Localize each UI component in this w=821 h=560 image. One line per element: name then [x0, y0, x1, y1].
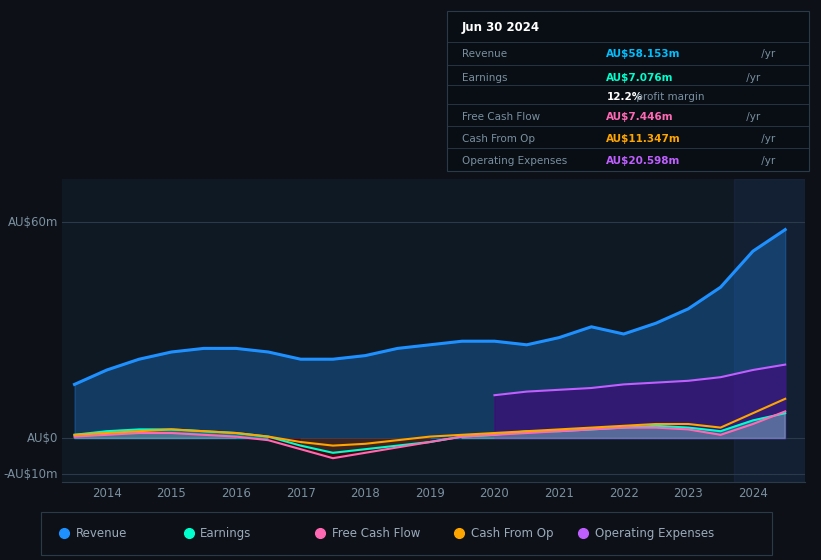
Text: AU$11.347m: AU$11.347m	[607, 134, 681, 144]
Text: AU$20.598m: AU$20.598m	[607, 156, 681, 166]
Text: AU$7.446m: AU$7.446m	[607, 111, 674, 122]
Text: AU$0: AU$0	[26, 432, 57, 445]
Text: /yr: /yr	[758, 134, 775, 144]
Text: /yr: /yr	[758, 49, 775, 59]
Text: profit margin: profit margin	[634, 92, 705, 102]
Text: /yr: /yr	[743, 111, 760, 122]
Text: -AU$10m: -AU$10m	[3, 468, 57, 481]
Text: Revenue: Revenue	[76, 527, 127, 540]
Text: AU$7.076m: AU$7.076m	[607, 73, 674, 83]
FancyBboxPatch shape	[447, 11, 809, 171]
Text: AU$60m: AU$60m	[7, 216, 57, 229]
Text: Free Cash Flow: Free Cash Flow	[332, 527, 420, 540]
Text: Cash From Op: Cash From Op	[470, 527, 553, 540]
Text: Revenue: Revenue	[462, 49, 507, 59]
Text: Operating Expenses: Operating Expenses	[595, 527, 714, 540]
Text: AU$58.153m: AU$58.153m	[607, 49, 681, 59]
Text: Earnings: Earnings	[200, 527, 252, 540]
Text: Cash From Op: Cash From Op	[462, 134, 535, 144]
Text: Earnings: Earnings	[462, 73, 507, 83]
Bar	[733, 179, 805, 482]
Text: /yr: /yr	[743, 73, 760, 83]
Text: Jun 30 2024: Jun 30 2024	[462, 21, 540, 34]
Text: Operating Expenses: Operating Expenses	[462, 156, 567, 166]
Text: 12.2%: 12.2%	[607, 92, 643, 102]
Text: /yr: /yr	[758, 156, 775, 166]
Text: Free Cash Flow: Free Cash Flow	[462, 111, 540, 122]
